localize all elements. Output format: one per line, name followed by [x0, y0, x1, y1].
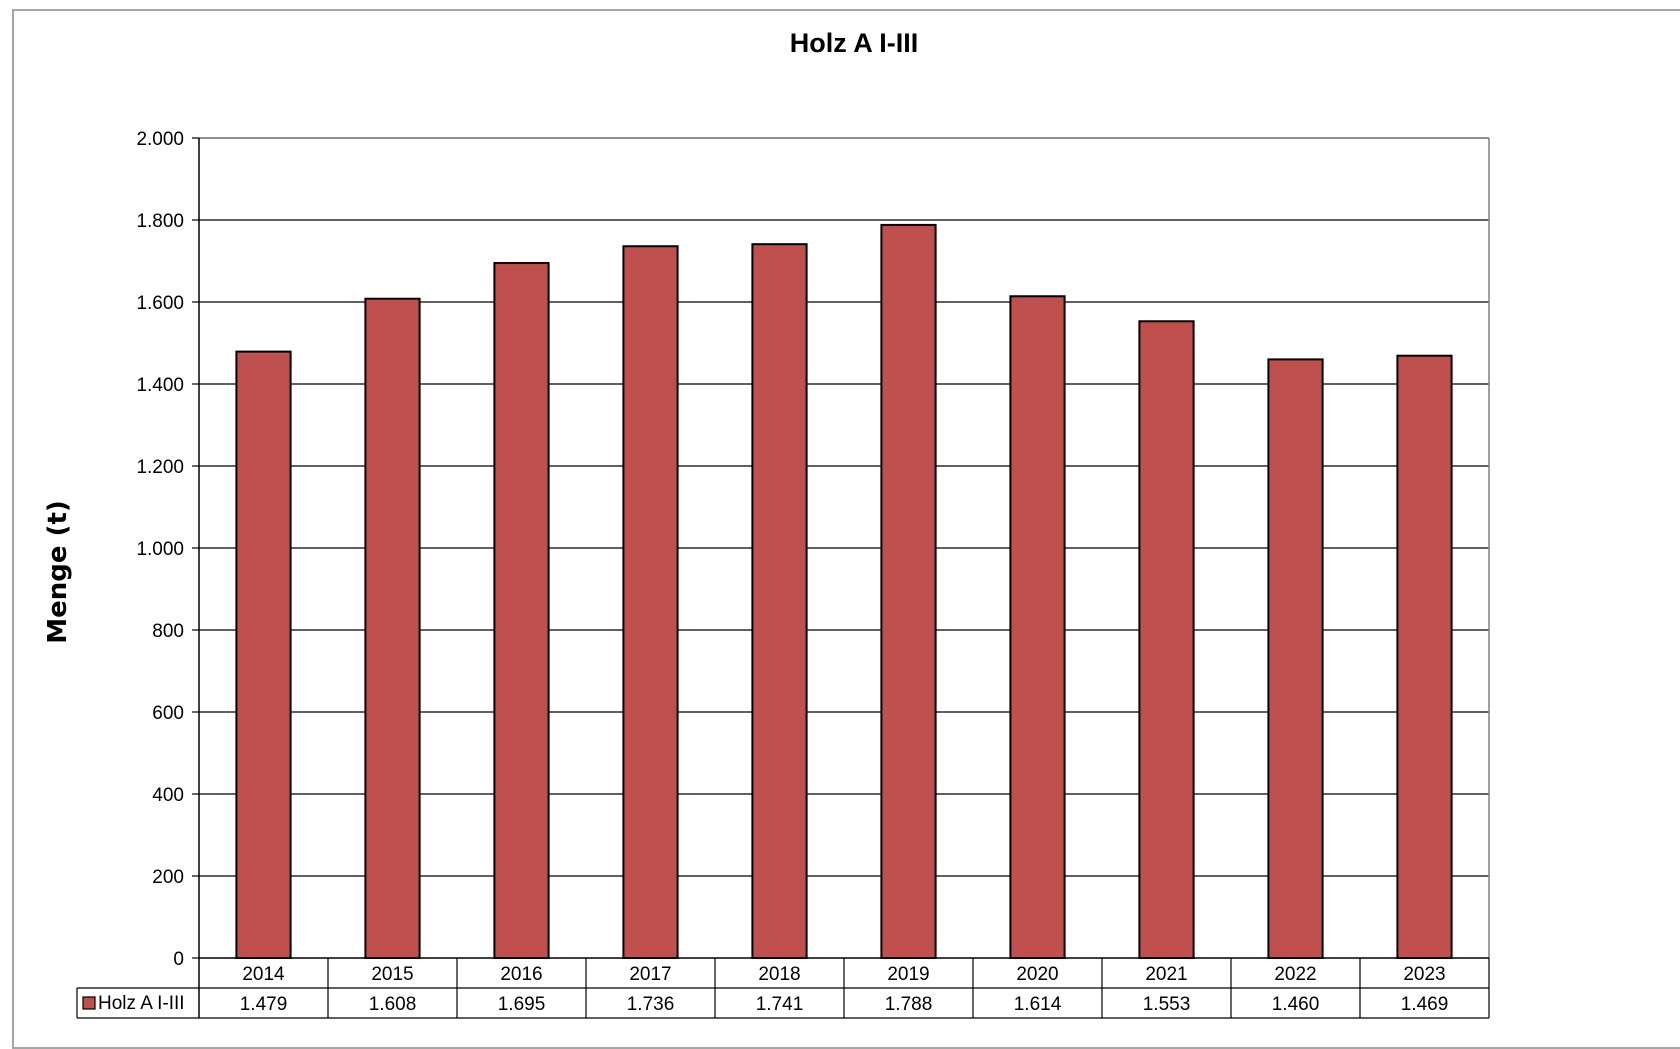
y-tick-label: 0: [173, 949, 184, 970]
x-category-label: 2023: [1403, 964, 1445, 985]
y-tick-label: 1.000: [136, 539, 184, 560]
x-category-label: 2015: [371, 964, 413, 985]
x-category-label: 2020: [1016, 964, 1058, 985]
bar: [1009, 295, 1066, 959]
y-tick-label: 800: [152, 621, 184, 642]
x-category-label: 2019: [887, 964, 929, 985]
y-tick-label: 1.200: [136, 457, 184, 478]
bar: [1396, 354, 1453, 959]
data-label: 1.460: [1272, 994, 1320, 1015]
y-tick-label: 200: [152, 867, 184, 888]
bar: [364, 297, 421, 960]
y-tick-label: 1.800: [136, 211, 184, 232]
data-label: 1.479: [240, 994, 288, 1015]
y-tick-label: 600: [152, 703, 184, 724]
x-category-label: 2022: [1274, 964, 1316, 985]
x-category-label: 2017: [629, 964, 671, 985]
bar: [751, 243, 808, 959]
data-label: 1.608: [369, 994, 417, 1015]
x-category-label: 2021: [1145, 964, 1187, 985]
bars: [235, 223, 1453, 960]
y-tick-labels: 0 200 400 600 800 1.000 1.200 1.400 1.600 1.800 2.…: [136, 129, 184, 970]
chart-title: Holz A I-III: [790, 28, 919, 58]
x-category-label: 2018: [758, 964, 800, 985]
data-label: 1.741: [756, 994, 804, 1015]
y-tick-label: 2.000: [136, 129, 184, 150]
bar: [493, 262, 550, 959]
x-category-label: 2016: [500, 964, 542, 985]
data-label: 1.736: [627, 994, 675, 1015]
bar: [880, 223, 937, 960]
y-tick-label: 400: [152, 785, 184, 806]
bar: [235, 350, 292, 959]
data-table: 2014 1.479 2015 1.608 2016 1.695 2017 1.736 2018…: [76, 958, 1490, 1019]
legend-label: Holz A I-III: [98, 993, 185, 1014]
data-label: 1.614: [1014, 994, 1062, 1015]
bar: [1138, 320, 1195, 959]
data-label: 1.788: [885, 994, 933, 1015]
data-label: 1.553: [1143, 994, 1191, 1015]
bar: [622, 245, 679, 960]
y-axis-label: Menge (t): [43, 500, 73, 644]
data-label: 1.695: [498, 994, 546, 1015]
bar: [1267, 358, 1324, 959]
data-label: 1.469: [1401, 994, 1449, 1015]
x-category-label: 2014: [242, 964, 285, 985]
legend-swatch: [82, 996, 96, 1010]
y-tick-label: 1.600: [136, 293, 184, 314]
y-tick-label: 1.400: [136, 375, 184, 396]
